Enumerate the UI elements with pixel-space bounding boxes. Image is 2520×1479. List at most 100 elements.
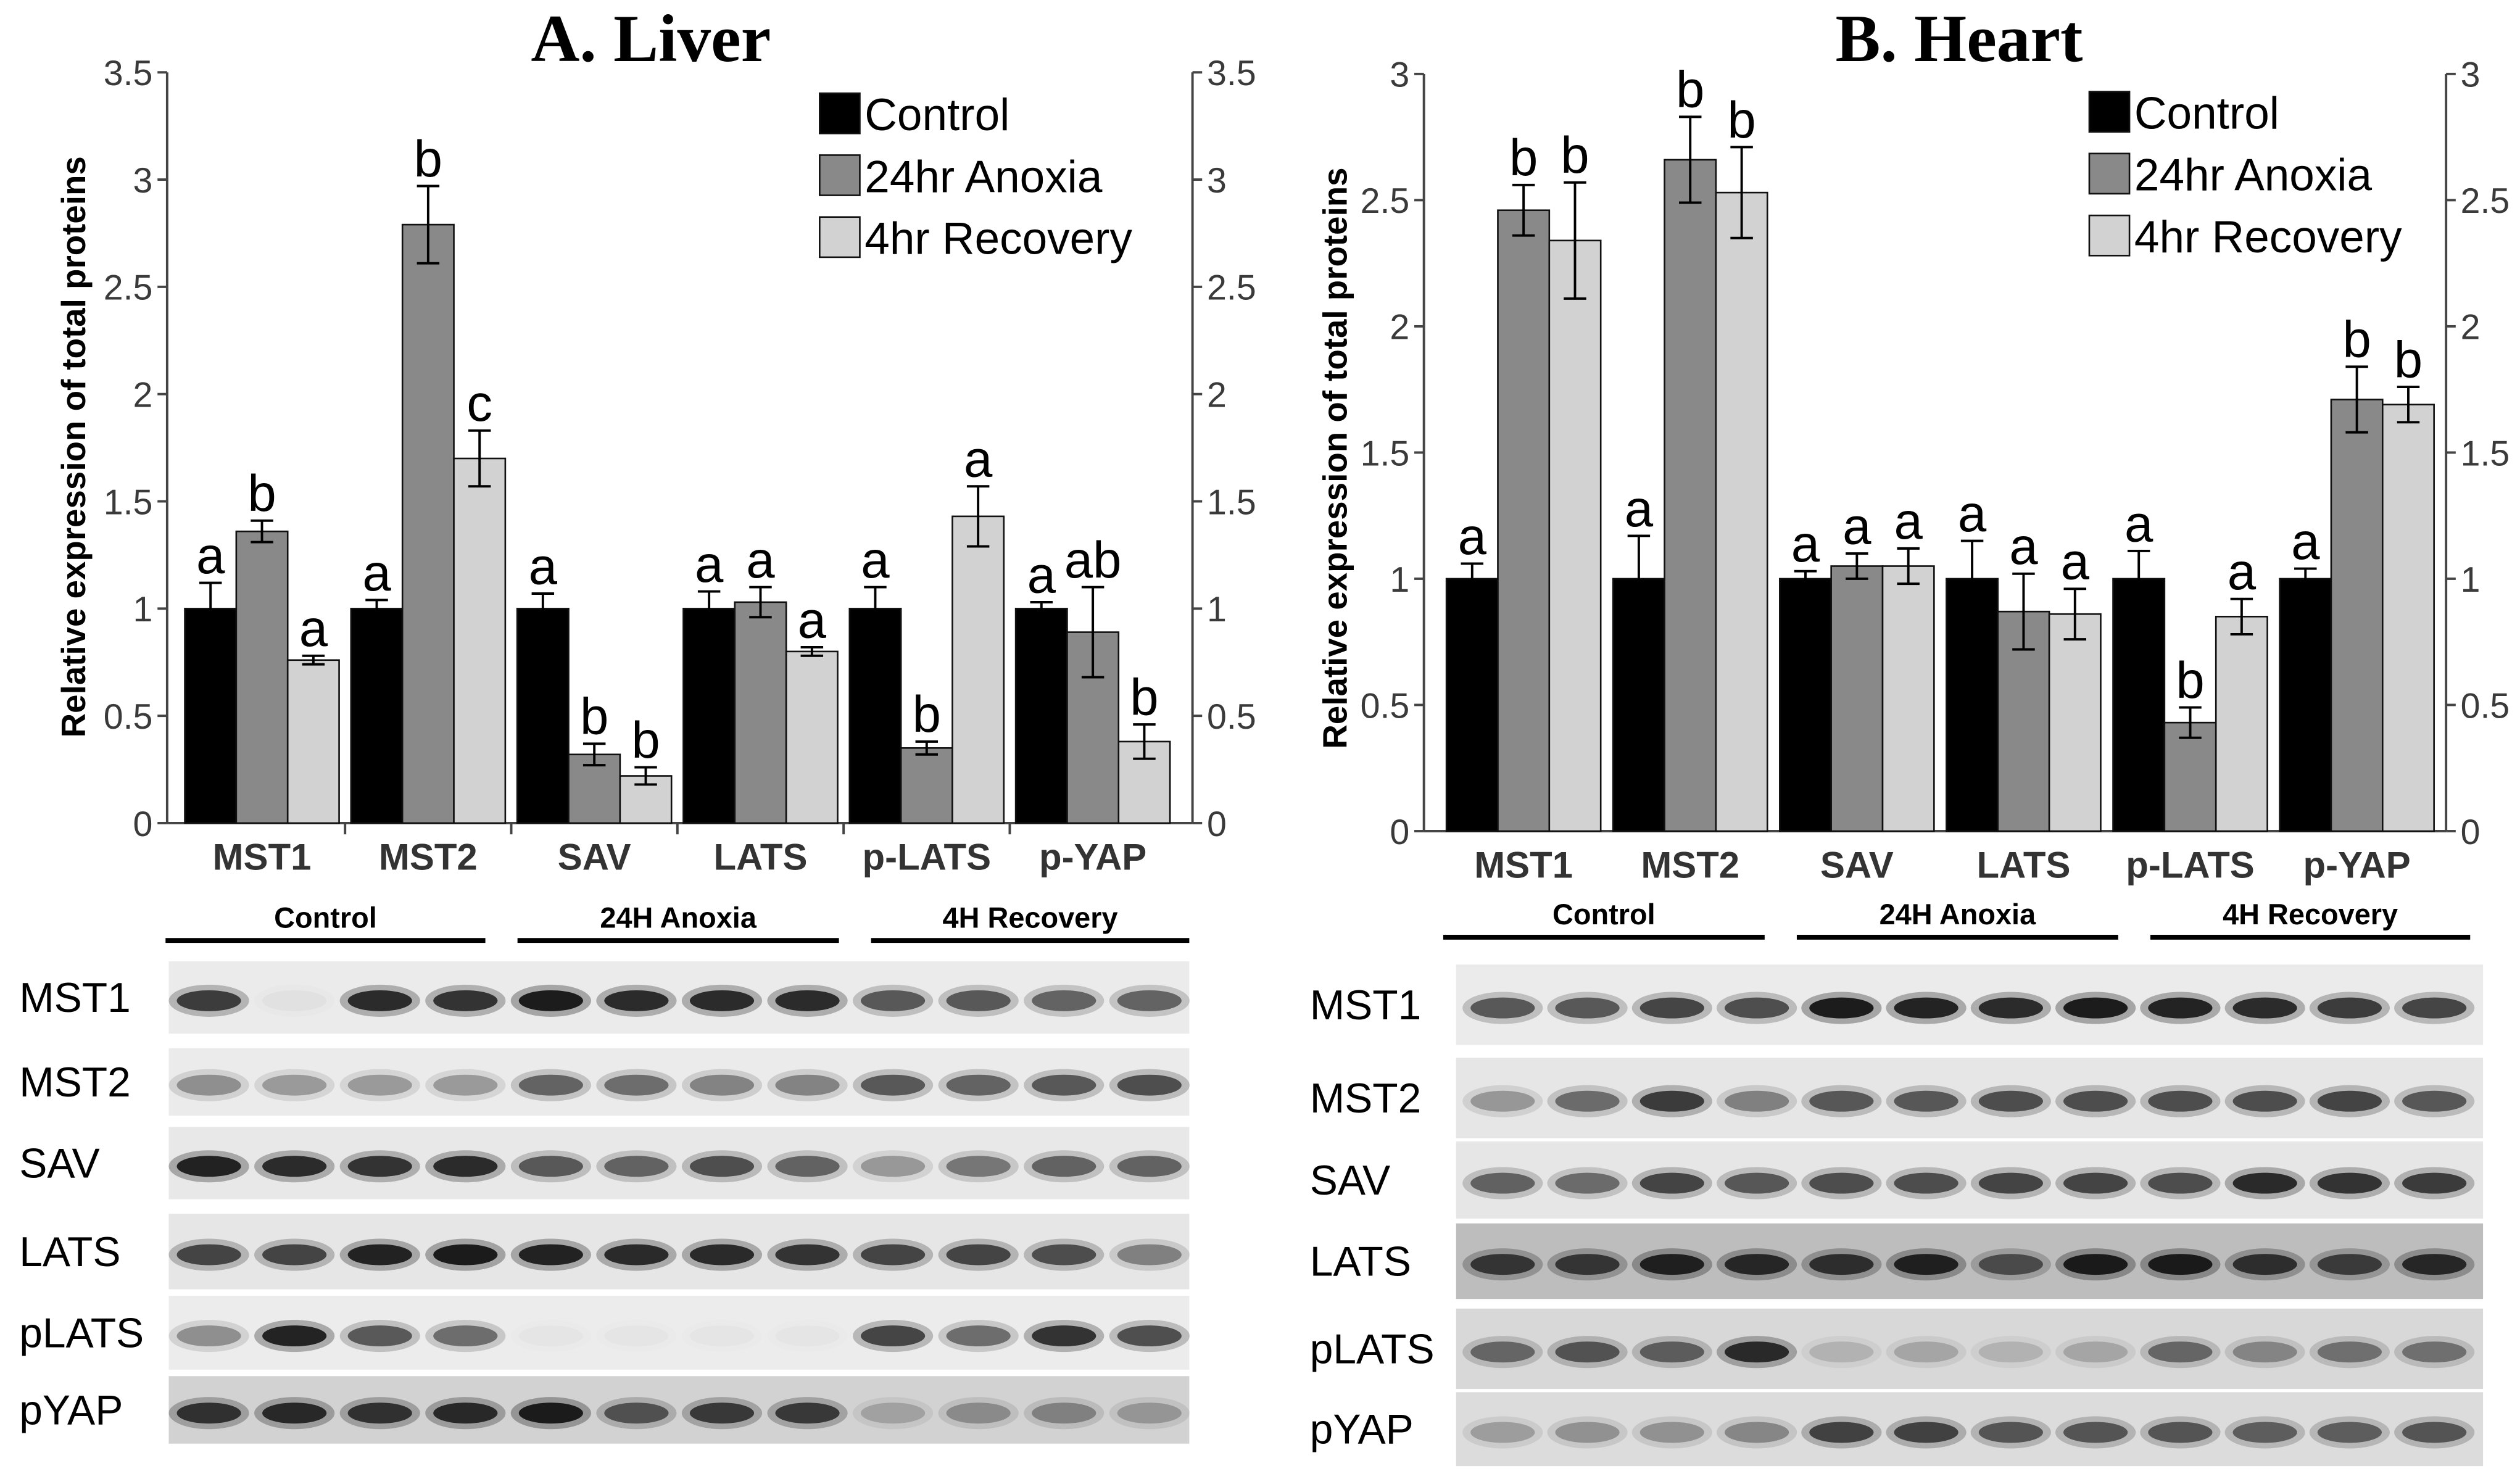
legend-item-control: Control (2088, 88, 2279, 138)
significance-letter: a (746, 531, 775, 589)
blot-band (2402, 1172, 2467, 1194)
blot-band (1724, 1341, 1789, 1363)
y-tick-label-left: 3.5 (104, 54, 153, 93)
blot-row-label: pYAP (1310, 1407, 1414, 1453)
x-tick-label-mst2: MST2 (379, 837, 478, 878)
bar-sav-24hr-anoxia (1830, 565, 1884, 832)
significance-letter: b (1130, 668, 1158, 726)
bar-lats-control (682, 608, 736, 824)
blot-strip (168, 1376, 1190, 1444)
blot-band-halo (2309, 1336, 2390, 1369)
blot-band (1639, 1172, 1704, 1194)
blot-band (604, 1402, 669, 1424)
significance-letter: a (299, 600, 328, 657)
blot-band (946, 1244, 1011, 1266)
blot-strip (168, 1048, 1190, 1116)
blot-band (861, 1402, 926, 1424)
blot-band (347, 990, 412, 1011)
blot-row-label: SAV (1310, 1158, 1390, 1204)
significance-letter: b (2394, 331, 2423, 388)
blot-band (518, 1402, 583, 1424)
blot-band (775, 990, 840, 1011)
y-tick-label-left: 0 (1390, 813, 1409, 852)
blot-band (775, 1074, 840, 1096)
blot-band (604, 990, 669, 1011)
bar-mst2-24hr-anoxia (401, 223, 455, 824)
blot-band (518, 990, 583, 1011)
blot-band (2063, 1254, 2128, 1275)
significance-letter: a (2124, 495, 2153, 552)
blot-band (1470, 1341, 1535, 1363)
blot-row-plats: pLATS (19, 1295, 1190, 1370)
blot-band-halo (1886, 1336, 1967, 1369)
blot-strip (1456, 1058, 2484, 1138)
x-tick-label-p-yap: p-YAP (1039, 837, 1146, 878)
bar-p-lats-4hr-recovery (951, 515, 1005, 824)
blot-band (1032, 1074, 1096, 1096)
blot-row-lats: LATS (1310, 1223, 2484, 1299)
legend-swatch (2088, 152, 2131, 195)
x-tick-label-p-yap: p-YAP (2303, 845, 2411, 886)
bar-p-lats-control (2112, 578, 2166, 832)
y-tick-label-right: 1.5 (2461, 434, 2510, 473)
y-tick-label-right: 1.5 (1207, 483, 1256, 522)
legend-item-24hr-anoxia: 24hr Anoxia (819, 152, 1103, 202)
y-tick-label-right: 3 (2461, 56, 2481, 95)
blot-band (1978, 1422, 2043, 1443)
blot-band (2232, 997, 2297, 1019)
blot-band (1724, 997, 1789, 1019)
bar-mst1-4hr-recovery (286, 659, 340, 824)
significance-letter: a (861, 531, 890, 589)
y-tick-label-right: 0 (1207, 805, 1227, 844)
blot-band-halo (1109, 1238, 1190, 1271)
legend-swatch (819, 216, 861, 259)
bar-p-yap-control (2279, 578, 2332, 832)
x-tick-label-mst1: MST1 (1474, 845, 1573, 886)
blot-band-halo (1970, 1336, 2051, 1369)
blot-group-label: 24H Anoxia (600, 901, 756, 934)
blot-row-label: MST2 (19, 1059, 131, 1106)
y-tick-label-right: 3.5 (1207, 54, 1256, 93)
blot-band (1555, 997, 1620, 1019)
blot-band (1978, 1254, 2043, 1275)
blot-band (2402, 997, 2467, 1019)
x-tick-label-mst1: MST1 (213, 837, 312, 878)
significance-letter: b (580, 688, 608, 745)
blot-band (1978, 1090, 2043, 1112)
blot-band-halo (1716, 1085, 1797, 1117)
blot-row-label: pLATS (19, 1310, 144, 1356)
blot-band (2317, 1090, 2382, 1112)
blot-band (604, 1156, 669, 1177)
x-tick-label-p-lats: p-LATS (863, 837, 991, 878)
blot-band (176, 1244, 241, 1266)
chart-b-heart: B. Heart Relative expression of total pro… (1316, 1, 2510, 886)
legend-label: 24hr Anoxia (2134, 151, 2373, 201)
blot-band (2232, 1090, 2297, 1112)
blot-band (1117, 1402, 1182, 1424)
blot-band (1894, 1090, 1958, 1112)
blot-band (1978, 997, 2043, 1019)
blot-band (1809, 1254, 1874, 1275)
significance-letter: b (1676, 61, 1704, 118)
significance-letter: b (913, 686, 941, 743)
blot-row-label: SAV (19, 1140, 99, 1187)
significance-letter: a (196, 527, 225, 584)
blot-band (690, 1325, 754, 1346)
bar-lats-4hr-recovery (785, 650, 839, 824)
blot-band (2317, 1254, 2382, 1275)
blot-band (262, 1402, 327, 1424)
blot-band (176, 990, 241, 1011)
significance-letter: a (362, 544, 391, 602)
blot-band (2317, 997, 2382, 1019)
blot-band (2232, 1172, 2297, 1194)
y-tick-label-left: 3 (1390, 56, 1409, 95)
blot-strip (168, 1295, 1190, 1370)
blot-band (2148, 1090, 2213, 1112)
blot-band (1117, 1074, 1182, 1096)
x-tick-label-mst2: MST2 (1641, 845, 1739, 886)
blot-band (518, 1156, 583, 1177)
bar-lats-24hr-anoxia (734, 601, 787, 824)
blot-band (1724, 1172, 1789, 1194)
y-tick-label-right: 2.5 (1207, 268, 1256, 308)
blot-row-label: LATS (19, 1229, 120, 1275)
